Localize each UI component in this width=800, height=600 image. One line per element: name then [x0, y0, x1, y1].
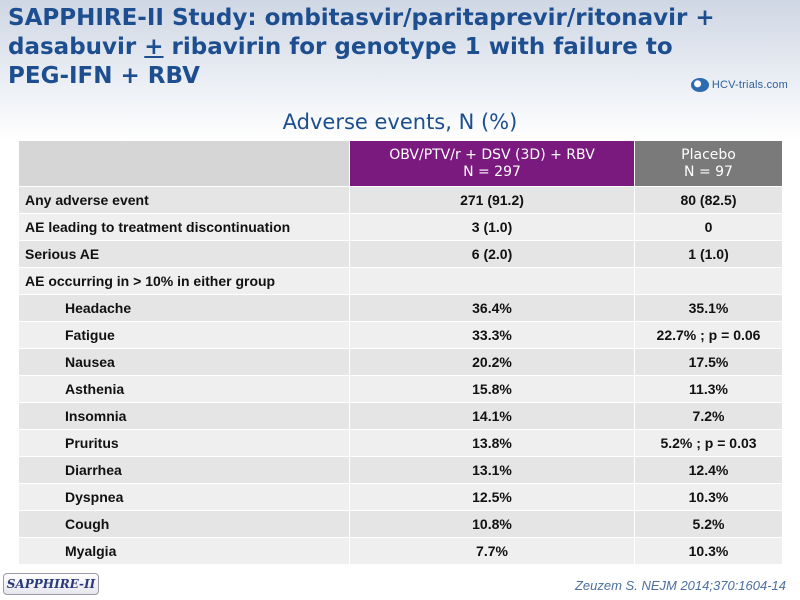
table-row: Insomnia 14.1% 7.2%	[18, 402, 783, 430]
placebo-value: 80 (82.5)	[634, 186, 783, 214]
table-row: Myalgia 7.7% 10.3%	[18, 537, 783, 565]
row-label: Insomnia	[18, 402, 350, 430]
placebo-value: 10.3%	[634, 483, 783, 511]
table-row: Asthenia 15.8% 11.3%	[18, 375, 783, 403]
study-badge: SAPPHIRE-II	[3, 573, 99, 595]
row-label: Myalgia	[18, 537, 350, 565]
placebo-value: 17.5%	[634, 348, 783, 376]
table-row: Any adverse event 271 (91.2) 80 (82.5)	[18, 186, 783, 214]
table-subtitle: Adverse events, N (%)	[282, 110, 518, 134]
row-label: Nausea	[18, 348, 350, 376]
treatment-arm-value: 33.3%	[349, 321, 635, 349]
table-row: Pruritus 13.8% 5.2% ; p = 0.03	[18, 429, 783, 457]
table-row: Diarrhea 13.1% 12.4%	[18, 456, 783, 484]
row-label: AE occurring in > 10% in either group	[18, 267, 350, 295]
title-plus-minus: +	[144, 34, 164, 60]
row-label: Dyspnea	[18, 483, 350, 511]
header-placebo-arm: Placebo N = 97	[634, 140, 783, 187]
row-label: Asthenia	[18, 375, 350, 403]
header-corner	[18, 140, 350, 187]
title-part-2: ribavirin for genotype 1 with failure to…	[8, 34, 673, 89]
placebo-value: 0	[634, 213, 783, 241]
title-part-1: SAPPHIRE-II Study: ombitasvir/paritaprev…	[8, 5, 715, 60]
table-row: Cough 10.8% 5.2%	[18, 510, 783, 538]
header-treatment-arm: OBV/PTV/r + DSV (3D) + RBV N = 297	[349, 140, 635, 187]
placebo-value: 5.2%	[634, 510, 783, 538]
placebo-value: 12.4%	[634, 456, 783, 484]
placebo-value	[634, 267, 783, 295]
table-row: Headache 36.4% 35.1%	[18, 294, 783, 322]
treatment-arm-value: 36.4%	[349, 294, 635, 322]
table-row: AE occurring in > 10% in either group	[18, 267, 783, 295]
arm-name: OBV/PTV/r + DSV (3D) + RBV	[389, 146, 595, 163]
placebo-value: 1 (1.0)	[634, 240, 783, 268]
treatment-arm-value: 13.1%	[349, 456, 635, 484]
table-row: AE leading to treatment discontinuation 3…	[18, 213, 783, 241]
adverse-events-table: OBV/PTV/r + DSV (3D) + RBV N = 297 Place…	[18, 140, 783, 565]
placebo-name: Placebo	[681, 146, 736, 163]
table-row: Fatigue 33.3% 22.7% ; p = 0.06	[18, 321, 783, 349]
treatment-arm-value	[349, 267, 635, 295]
placebo-value: 5.2% ; p = 0.03	[634, 429, 783, 457]
treatment-arm-value: 13.8%	[349, 429, 635, 457]
placebo-value: 7.2%	[634, 402, 783, 430]
treatment-arm-value: 271 (91.2)	[349, 186, 635, 214]
treatment-arm-value: 20.2%	[349, 348, 635, 376]
logo-icon	[690, 78, 709, 92]
row-label: Cough	[18, 510, 350, 538]
treatment-arm-value: 7.7%	[349, 537, 635, 565]
row-label: Pruritus	[18, 429, 350, 457]
table-row: Nausea 20.2% 17.5%	[18, 348, 783, 376]
citation: Zeuzem S. NEJM 2014;370:1604-14	[574, 578, 786, 593]
logo-text: HCV-trials.com	[711, 79, 788, 91]
table-row: Dyspnea 12.5% 10.3%	[18, 483, 783, 511]
table-header-row: OBV/PTV/r + DSV (3D) + RBV N = 297 Place…	[18, 140, 783, 187]
placebo-value: 22.7% ; p = 0.06	[634, 321, 783, 349]
row-label: Any adverse event	[18, 186, 350, 214]
placebo-n: N = 97	[684, 163, 733, 180]
treatment-arm-value: 3 (1.0)	[349, 213, 635, 241]
table-row: Serious AE 6 (2.0) 1 (1.0)	[18, 240, 783, 268]
placebo-value: 35.1%	[634, 294, 783, 322]
treatment-arm-value: 10.8%	[349, 510, 635, 538]
row-label: Fatigue	[18, 321, 350, 349]
slide-title: SAPPHIRE-II Study: ombitasvir/paritaprev…	[8, 4, 728, 91]
treatment-arm-value: 14.1%	[349, 402, 635, 430]
treatment-arm-value: 6 (2.0)	[349, 240, 635, 268]
row-label: Diarrhea	[18, 456, 350, 484]
hcv-trials-logo: HCV-trials.com	[690, 78, 788, 92]
arm-n: N = 297	[463, 163, 521, 180]
row-label: AE leading to treatment discontinuation	[18, 213, 350, 241]
treatment-arm-value: 15.8%	[349, 375, 635, 403]
placebo-value: 11.3%	[634, 375, 783, 403]
placebo-value: 10.3%	[634, 537, 783, 565]
row-label: Serious AE	[18, 240, 350, 268]
treatment-arm-value: 12.5%	[349, 483, 635, 511]
row-label: Headache	[18, 294, 350, 322]
